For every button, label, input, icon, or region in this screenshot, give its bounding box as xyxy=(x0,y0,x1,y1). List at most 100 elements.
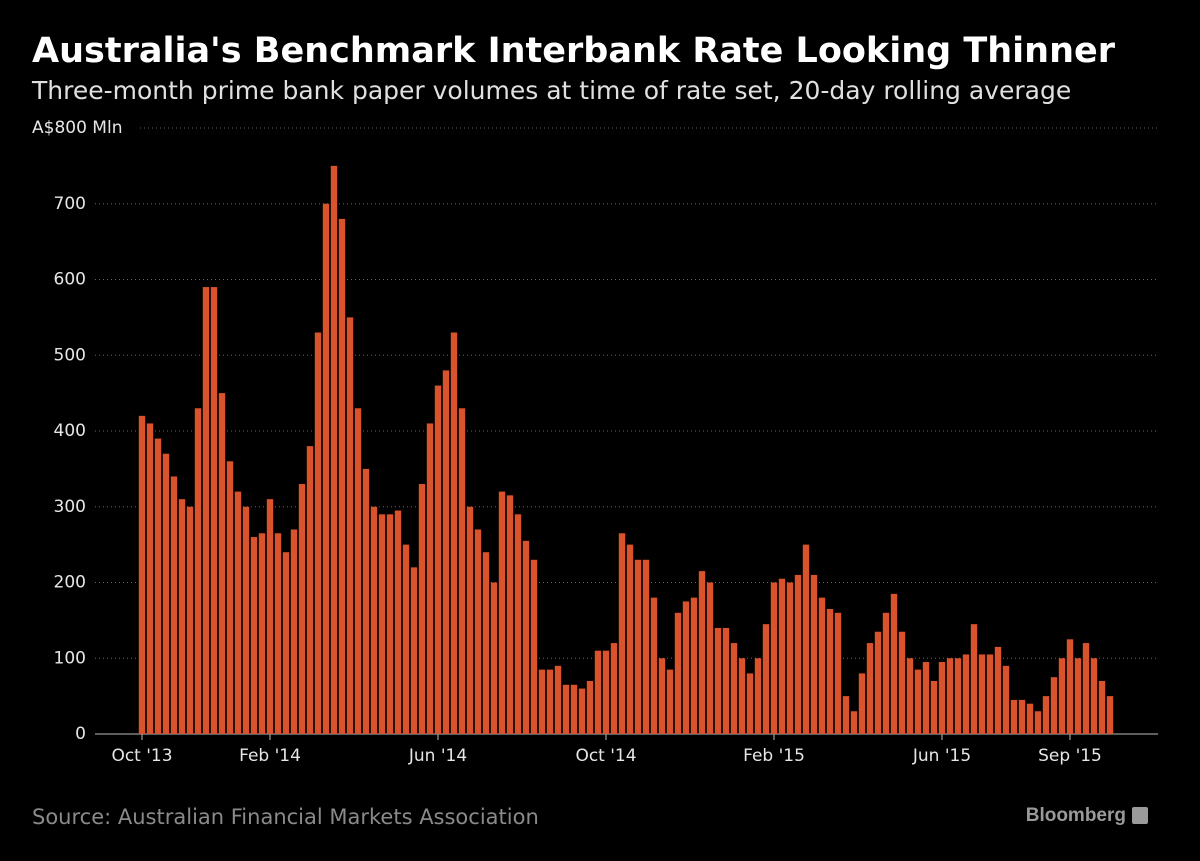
bar xyxy=(362,468,370,734)
bar xyxy=(514,514,522,734)
bar xyxy=(970,624,978,734)
bar xyxy=(786,582,794,734)
chart-subtitle: Three-month prime bank paper volumes at … xyxy=(31,76,1071,105)
bar xyxy=(1082,643,1090,734)
bar xyxy=(386,514,394,734)
bar xyxy=(258,533,266,734)
bar xyxy=(650,597,658,734)
bar xyxy=(1066,639,1074,734)
bar xyxy=(1058,658,1066,734)
bar xyxy=(746,673,754,734)
chart-title: Australia's Benchmark Interbank Rate Loo… xyxy=(32,31,1116,71)
bar xyxy=(442,370,450,734)
x-tick-label: Oct '14 xyxy=(575,746,636,766)
bar xyxy=(1090,658,1098,734)
bar xyxy=(218,393,226,734)
bar xyxy=(874,631,882,734)
bar xyxy=(818,597,826,734)
bar xyxy=(274,533,282,734)
bar xyxy=(634,559,642,734)
bar xyxy=(954,658,962,734)
bar xyxy=(722,627,730,734)
bar xyxy=(698,571,706,734)
y-tick-label: 0 xyxy=(75,724,86,744)
bar xyxy=(714,627,722,734)
bar xyxy=(1034,711,1042,734)
bar xyxy=(850,711,858,734)
bar xyxy=(986,654,994,734)
x-tick-label: Sep '15 xyxy=(1038,746,1102,766)
bar xyxy=(890,593,898,734)
bar xyxy=(610,643,618,734)
bar xyxy=(666,669,674,734)
bar xyxy=(938,662,946,734)
bar xyxy=(202,287,210,734)
bar xyxy=(474,529,482,734)
bar xyxy=(298,484,306,734)
bar xyxy=(1050,677,1058,734)
bar xyxy=(346,317,354,734)
bar xyxy=(178,499,186,734)
bar xyxy=(706,582,714,734)
bar xyxy=(538,669,546,734)
bar xyxy=(946,658,954,734)
bar xyxy=(234,491,242,734)
brand-icon xyxy=(1132,807,1148,824)
bar xyxy=(322,203,330,734)
bar xyxy=(674,612,682,734)
bar xyxy=(314,332,322,734)
bar xyxy=(858,673,866,734)
bar xyxy=(338,218,346,734)
bar xyxy=(226,461,234,734)
bar xyxy=(618,533,626,734)
bar xyxy=(1098,680,1106,734)
bar xyxy=(146,423,154,734)
bar xyxy=(490,582,498,734)
bar xyxy=(434,385,442,734)
bar xyxy=(834,612,842,734)
bar xyxy=(626,544,634,734)
x-tick-label: Oct '13 xyxy=(111,746,172,766)
bar xyxy=(922,662,930,734)
bar xyxy=(826,609,834,734)
source-note: Source: Australian Financial Markets Ass… xyxy=(32,805,539,829)
bar xyxy=(1106,696,1114,734)
x-tick-label: Feb '14 xyxy=(239,746,301,766)
bar xyxy=(754,658,762,734)
bar xyxy=(962,654,970,734)
bar xyxy=(1074,658,1082,734)
bar xyxy=(394,510,402,734)
bar xyxy=(794,574,802,734)
bar xyxy=(506,495,514,734)
bar xyxy=(738,658,746,734)
bar xyxy=(770,582,778,734)
bar xyxy=(530,559,538,734)
bar xyxy=(690,597,698,734)
bar xyxy=(882,612,890,734)
bar xyxy=(266,499,274,734)
bar xyxy=(1026,703,1034,734)
bar xyxy=(482,552,490,734)
bar xyxy=(370,506,378,734)
bar xyxy=(306,446,314,734)
y-tick-label: 500 xyxy=(54,345,86,365)
bar xyxy=(658,658,666,734)
bar xyxy=(810,574,818,734)
bar xyxy=(866,643,874,734)
brand-logo: Bloomberg xyxy=(1026,805,1126,826)
y-tick-label: 200 xyxy=(54,573,86,593)
bar xyxy=(594,650,602,734)
bar xyxy=(762,624,770,734)
bar xyxy=(802,544,810,734)
bar xyxy=(898,631,906,734)
bar xyxy=(554,665,562,734)
bar xyxy=(522,540,530,734)
bar xyxy=(498,491,506,734)
bar xyxy=(1042,696,1050,734)
bar xyxy=(290,529,298,734)
x-tick-label: Feb '15 xyxy=(743,746,805,766)
bar xyxy=(250,537,258,734)
bar xyxy=(578,688,586,734)
y-tick-label: 700 xyxy=(54,194,86,214)
bar xyxy=(1018,699,1026,734)
